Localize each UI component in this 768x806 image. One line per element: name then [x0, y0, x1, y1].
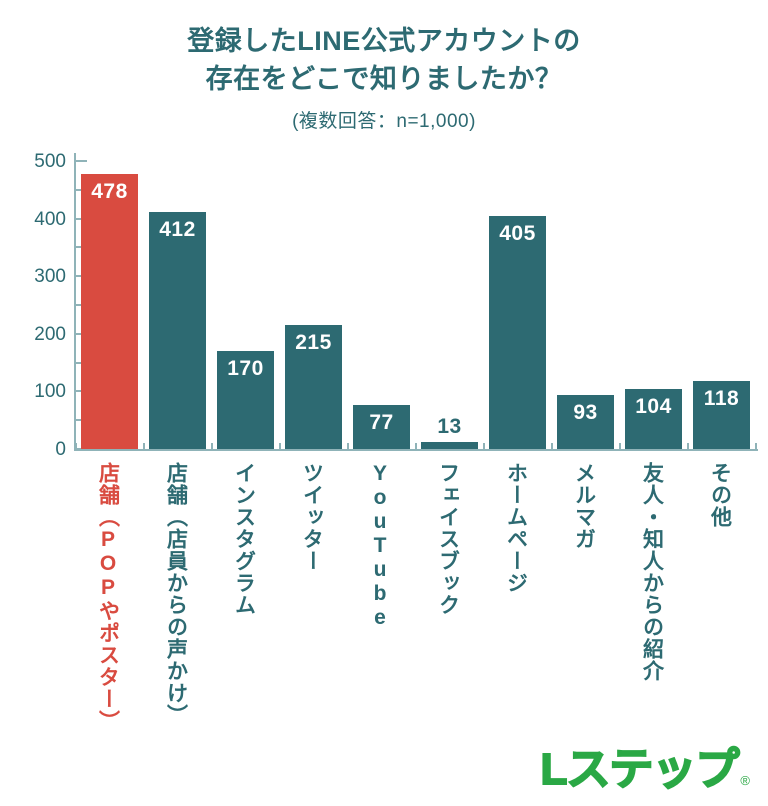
bar-value-label: 478 — [91, 179, 128, 203]
x-axis-label: 店舗（店員からの声かけ） — [164, 462, 188, 726]
y-axis-line — [74, 153, 76, 451]
x-axis-label: ツイッター — [300, 462, 324, 572]
x-axis-label: 店舗（POPやポスター） — [96, 462, 120, 732]
bar[interactable]: 104 — [625, 389, 682, 449]
bar-value-label: 405 — [499, 221, 536, 245]
x-tick — [143, 443, 145, 451]
x-axis-label: メルマガ — [572, 462, 596, 550]
bar[interactable]: 13 — [421, 415, 478, 449]
y-tick-label: 100 — [34, 381, 66, 403]
y-tick-minor — [74, 304, 81, 306]
registered-trademark-icon: ® — [740, 773, 750, 788]
y-tick-major — [74, 332, 87, 335]
bar-value-label: 118 — [703, 387, 740, 411]
y-tick-minor — [74, 188, 81, 191]
x-tick — [687, 443, 689, 451]
bar-value-label: 93 — [573, 401, 598, 425]
x-tick — [551, 443, 553, 451]
bar-value-label: 104 — [635, 395, 672, 419]
y-tick-major — [74, 390, 87, 393]
x-axis-label: 友人・知人からの紹介 — [640, 462, 664, 682]
y-tick-major — [74, 217, 87, 220]
x-tick — [755, 443, 757, 451]
plot-area: 500 400 300 200 100 0 478 412 170 215 77 13 405 93 10… — [0, 150, 768, 460]
page-title-line-2: 存在をどこで知りましたか？ — [205, 64, 563, 94]
x-tick — [347, 443, 349, 451]
x-axis-label: ホームページ — [504, 462, 528, 594]
y-tick-label: 400 — [34, 208, 66, 230]
bar[interactable]: 170 — [217, 351, 274, 449]
y-tick-minor — [74, 361, 81, 364]
x-axis-labels: 店舗（POPやポスター） 店舗（店員からの声かけ） インスタグラム ツイッター YouT… — [0, 462, 768, 762]
y-tick-label: 200 — [34, 323, 66, 345]
y-tick-major — [74, 275, 87, 278]
y-tick-label: 300 — [34, 266, 66, 288]
x-tick — [211, 443, 213, 451]
y-tick-label: 500 — [34, 151, 66, 172]
x-tick — [619, 443, 621, 451]
bar[interactable]: 478 — [81, 173, 138, 449]
bar-value-label: 170 — [227, 357, 264, 381]
brand-logo-text: Lステップ — [540, 745, 741, 794]
chart-title-block: 登録したLINE公式アカウントの 存在をどこで知りましたか？ (複数回答：n=1… — [0, 22, 768, 133]
bar[interactable]: 215 — [285, 325, 342, 449]
x-axis-label: フェイスブック — [436, 462, 460, 616]
y-tick-major — [74, 448, 87, 450]
bar-value-label: 77 — [369, 410, 394, 434]
x-tick — [483, 443, 485, 451]
chart-subtitle: (複数回答：n=1,000) — [292, 111, 476, 132]
bar-value-label: 13 — [437, 414, 462, 438]
x-axis-label: YouTube — [368, 462, 392, 630]
y-tick-major — [74, 160, 87, 162]
bar-value-label: 215 — [295, 331, 332, 355]
x-axis-label: インスタグラム — [232, 462, 256, 616]
page-title-line-1: 登録したLINE公式アカウントの — [187, 26, 581, 56]
x-axis-label: その他 — [708, 462, 732, 528]
bar[interactable]: 93 — [557, 395, 614, 449]
x-tick — [75, 443, 77, 451]
bar[interactable]: 77 — [353, 404, 410, 449]
x-tick — [415, 443, 417, 451]
y-tick-minor — [74, 419, 81, 422]
x-tick — [279, 443, 281, 451]
y-tick-label: 0 — [55, 439, 66, 460]
bar-value-label: 412 — [159, 217, 196, 241]
bar[interactable]: 405 — [489, 215, 546, 449]
brand-logo: Lステップ ® — [540, 745, 750, 794]
y-tick-minor — [74, 246, 81, 249]
bar[interactable]: 412 — [149, 211, 206, 449]
bar[interactable]: 118 — [693, 381, 750, 449]
